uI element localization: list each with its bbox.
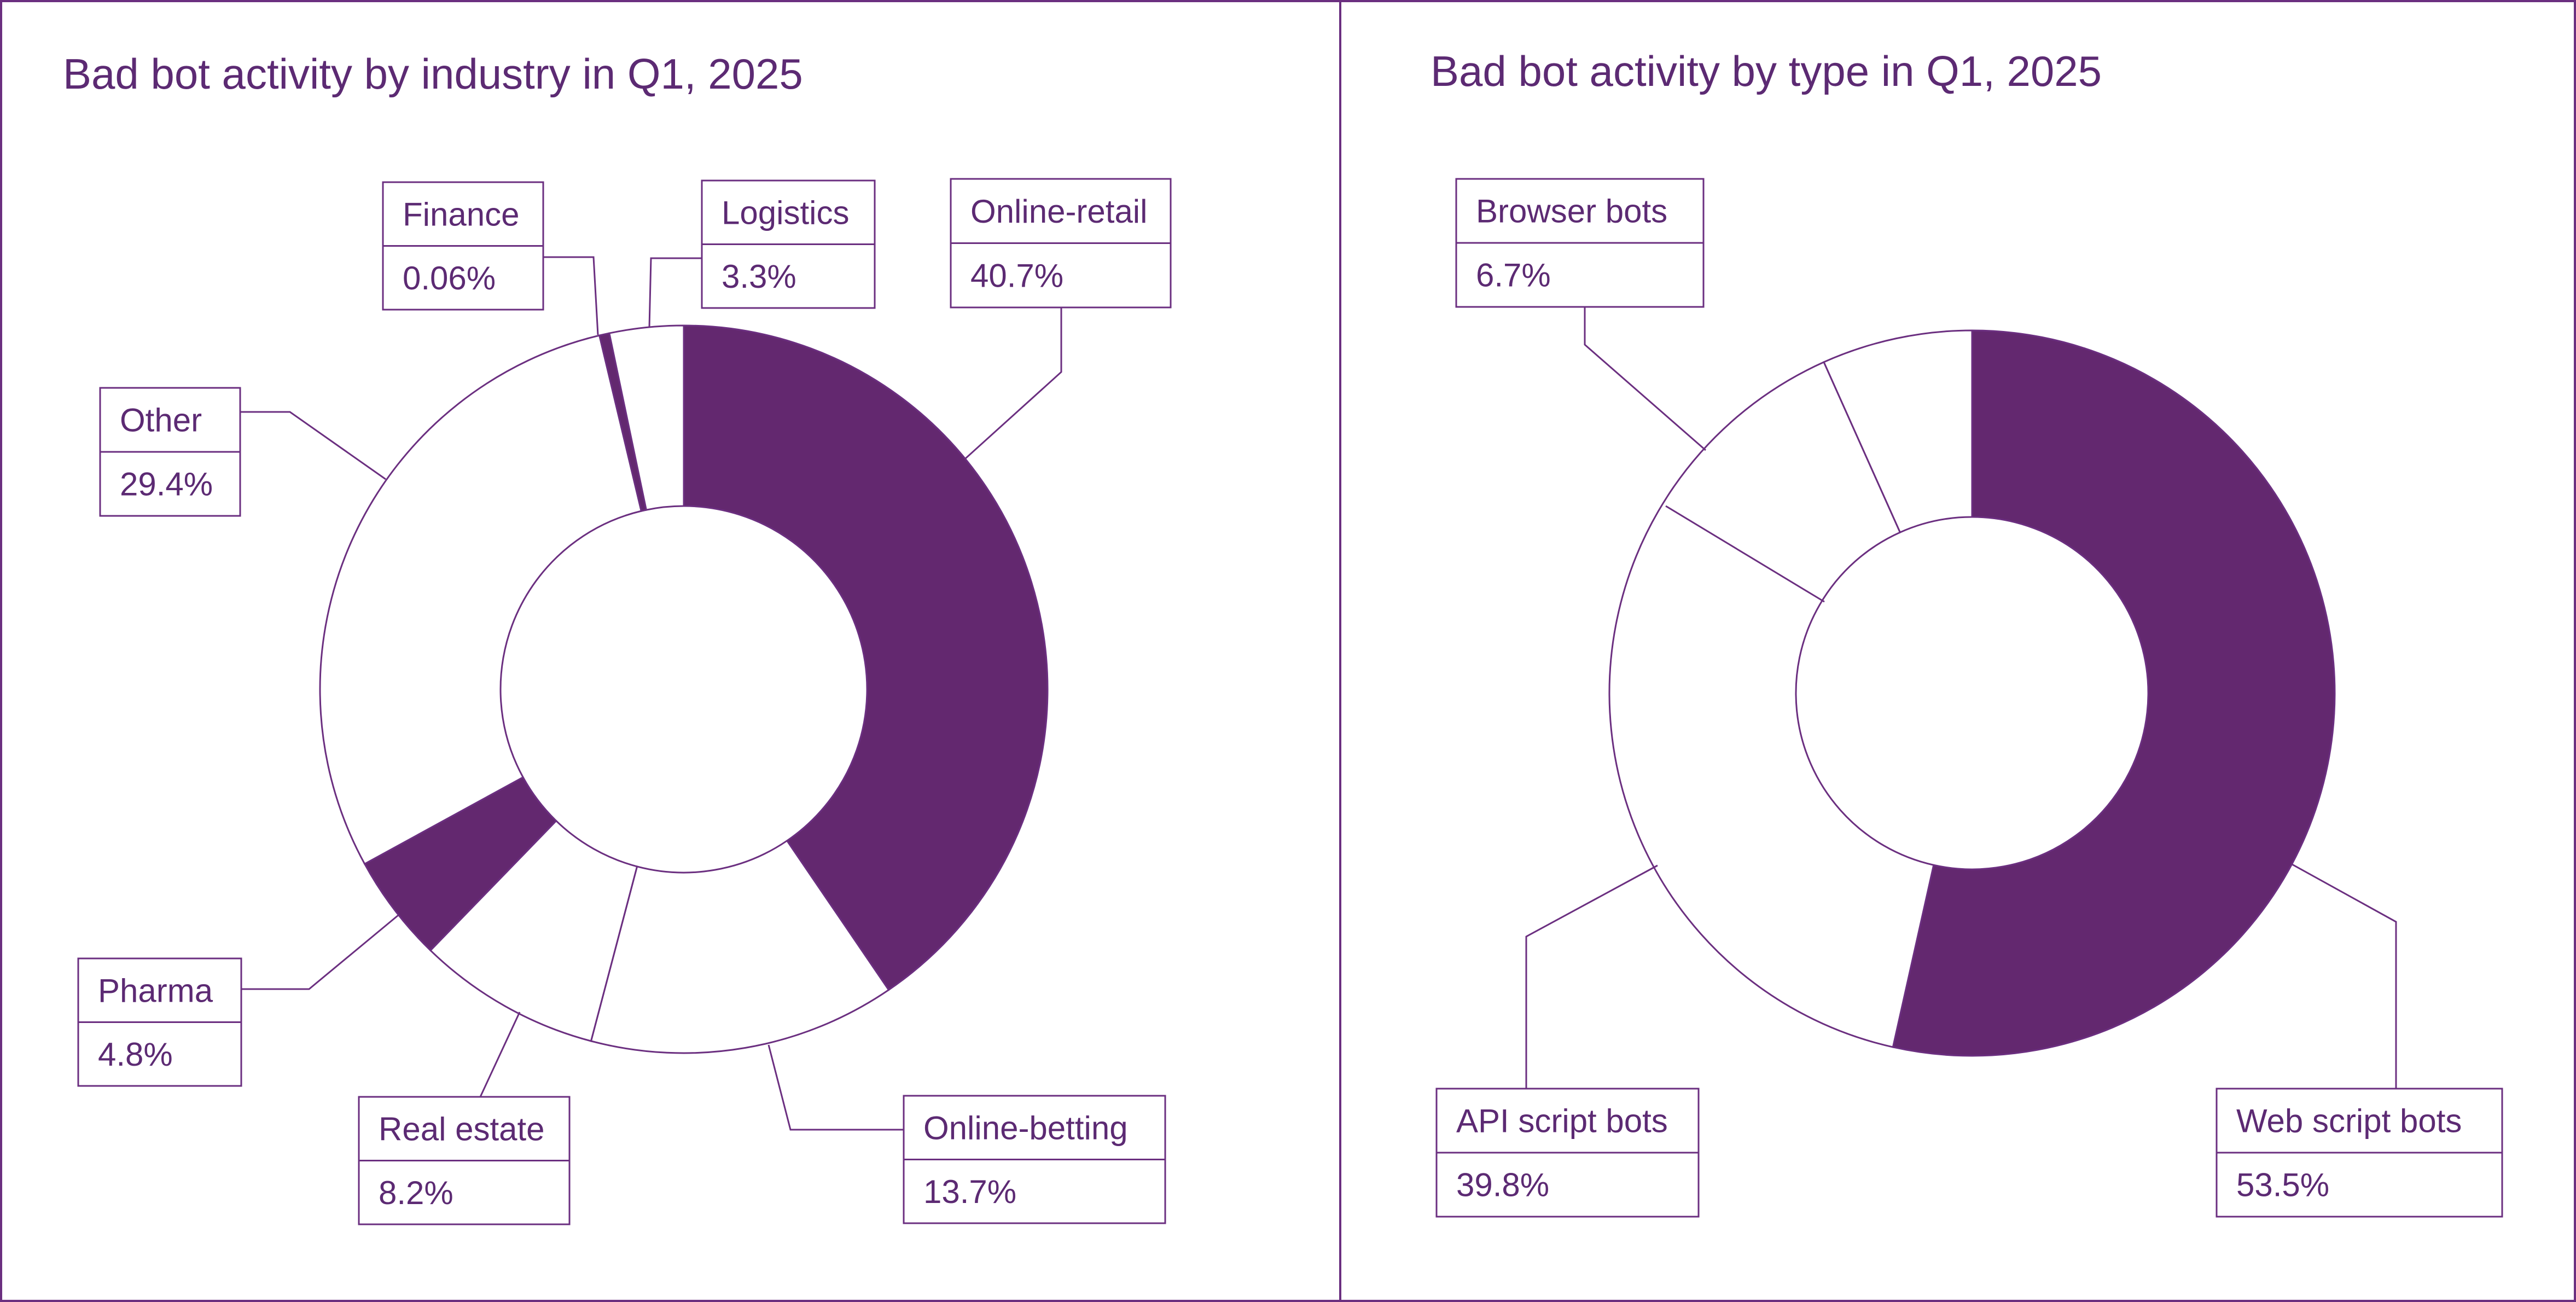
- leader-line-other: [240, 411, 386, 480]
- slice-value-online-retail: 40.7%: [970, 257, 1063, 294]
- label-real-estate: Real estate 8.2%: [358, 1012, 571, 1225]
- label-other: Other 29.4%: [99, 387, 386, 517]
- leader-line-browser-bots-inner: [1665, 505, 1825, 603]
- slice-online-retail: [683, 324, 1049, 991]
- type-chart-title: Bad bot activity by type in Q1, 2025: [1431, 47, 2102, 95]
- leader-line-finance: [543, 256, 599, 335]
- slice-api-script-bots: [1608, 361, 1935, 1048]
- leader-line-online-betting: [767, 1044, 904, 1131]
- industry-donut-chart: Online-retail 40.7% Online-betting 13.7% Rea…: [77, 178, 1172, 1225]
- slice-value-api-script-bots: 39.8%: [1456, 1167, 1549, 1204]
- slice-web-script-bots: [1892, 329, 2336, 1057]
- label-api-script-bots: API script bots 39.8%: [1435, 864, 1700, 1218]
- slice-value-real-estate: 8.2%: [379, 1175, 453, 1211]
- label-web-script-bots: Web script bots 53.5%: [2216, 863, 2503, 1218]
- label-finance: Finance 0.06%: [382, 181, 599, 335]
- leader-line-online-retail: [964, 307, 1062, 460]
- label-pharma: Pharma 4.8%: [77, 914, 399, 1087]
- leader-line-logistics: [648, 257, 702, 328]
- slice-value-other: 29.4%: [120, 466, 213, 503]
- slice-label-other: Other: [120, 402, 202, 439]
- slice-value-pharma: 4.8%: [98, 1036, 173, 1073]
- slice-label-online-betting: Online-betting: [923, 1109, 1128, 1146]
- slice-value-web-script-bots: 53.5%: [2236, 1167, 2329, 1204]
- donut-slices: [1608, 329, 2336, 1057]
- leader-line-browser-bots: [1584, 307, 1706, 451]
- slice-logistics: [608, 324, 685, 511]
- leader-line-api-script-bots: [1525, 864, 1658, 1089]
- slice-label-online-retail: Online-retail: [970, 193, 1147, 230]
- leader-line-web-script-bots: [2292, 863, 2397, 1089]
- leader-line-real-estate: [479, 1012, 521, 1097]
- slice-other: [319, 334, 643, 865]
- slice-label-finance: Finance: [403, 196, 519, 233]
- slice-label-browser-bots: Browser bots: [1476, 193, 1667, 230]
- label-online-betting: Online-betting 13.7%: [767, 1044, 1166, 1224]
- slice-label-web-script-bots: Web script bots: [2236, 1103, 2462, 1140]
- donut-slices: [319, 324, 1049, 1054]
- label-logistics: Logistics 3.3%: [648, 179, 876, 328]
- slice-value-online-betting: 13.7%: [923, 1173, 1016, 1210]
- leader-line-pharma: [241, 914, 399, 990]
- slice-browser-bots: [1823, 329, 1973, 534]
- industry-chart-title: Bad bot activity by industry in Q1, 2025: [63, 50, 803, 98]
- slice-value-finance: 0.06%: [403, 260, 496, 297]
- slice-label-api-script-bots: API script bots: [1456, 1103, 1668, 1140]
- label-browser-bots: Browser bots 6.7%: [1455, 178, 1825, 603]
- slice-value-browser-bots: 6.7%: [1476, 257, 1551, 294]
- slice-online-betting: [590, 839, 890, 1054]
- slice-value-logistics: 3.3%: [722, 258, 796, 295]
- slice-label-real-estate: Real estate: [379, 1111, 545, 1147]
- slice-label-logistics: Logistics: [722, 194, 849, 231]
- type-donut-chart: Web script bots 53.5% API script bots 39.8%…: [1435, 178, 2503, 1218]
- slice-label-pharma: Pharma: [98, 972, 213, 1009]
- label-online-retail: Online-retail 40.7%: [950, 178, 1172, 460]
